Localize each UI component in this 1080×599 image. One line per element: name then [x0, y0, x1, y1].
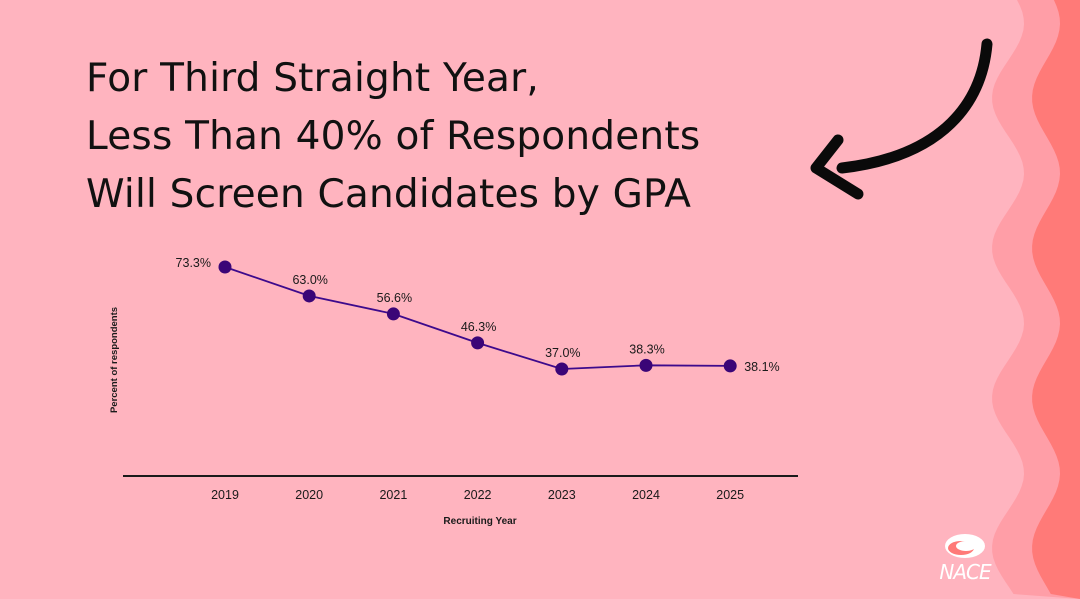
- curved-arrow-icon: [810, 38, 993, 200]
- x-axis-label: Recruiting Year: [443, 516, 516, 527]
- data-label-2024: 38.3%: [629, 342, 664, 356]
- data-point-2021: [386, 307, 400, 321]
- data-point-2024: [639, 358, 653, 372]
- data-label-2022: 46.3%: [461, 320, 496, 334]
- data-label-2023: 37.0%: [545, 346, 580, 360]
- data-point-2020: [302, 289, 316, 303]
- title-line-1: For Third Straight Year,: [86, 56, 539, 101]
- x-tick-label-2022: 2022: [464, 488, 492, 502]
- x-tick-label-2023: 2023: [548, 488, 576, 502]
- x-tick-label-2025: 2025: [716, 488, 744, 502]
- page-title: For Third Straight Year, Less Than 40% o…: [86, 50, 700, 224]
- nace-logo-text: NACE: [939, 560, 991, 584]
- data-point-2019: [218, 260, 232, 274]
- data-label-2019: 73.3%: [176, 256, 211, 270]
- data-label-2020: 63.0%: [292, 273, 327, 287]
- x-tick-label-2019: 2019: [211, 488, 239, 502]
- data-label-2021: 56.6%: [377, 291, 412, 305]
- x-tick-label-2024: 2024: [632, 488, 660, 502]
- x-tick-label-2020: 2020: [295, 488, 323, 502]
- wave-band-dark: [1032, 0, 1080, 599]
- y-axis-label: Percent of respondents: [109, 307, 120, 413]
- data-point-2023: [555, 362, 569, 376]
- data-label-2025: 38.1%: [744, 360, 779, 374]
- nace-logo-mark-icon: [945, 534, 985, 558]
- data-point-2022: [471, 336, 485, 350]
- title-line-2: Less Than 40% of Respondents: [86, 114, 701, 159]
- x-tick-label-2021: 2021: [379, 488, 407, 502]
- title-line-3: Will Screen Candidates by GPA: [86, 172, 692, 217]
- nace-logo: NACE: [930, 528, 1000, 584]
- data-point-2025: [723, 359, 737, 373]
